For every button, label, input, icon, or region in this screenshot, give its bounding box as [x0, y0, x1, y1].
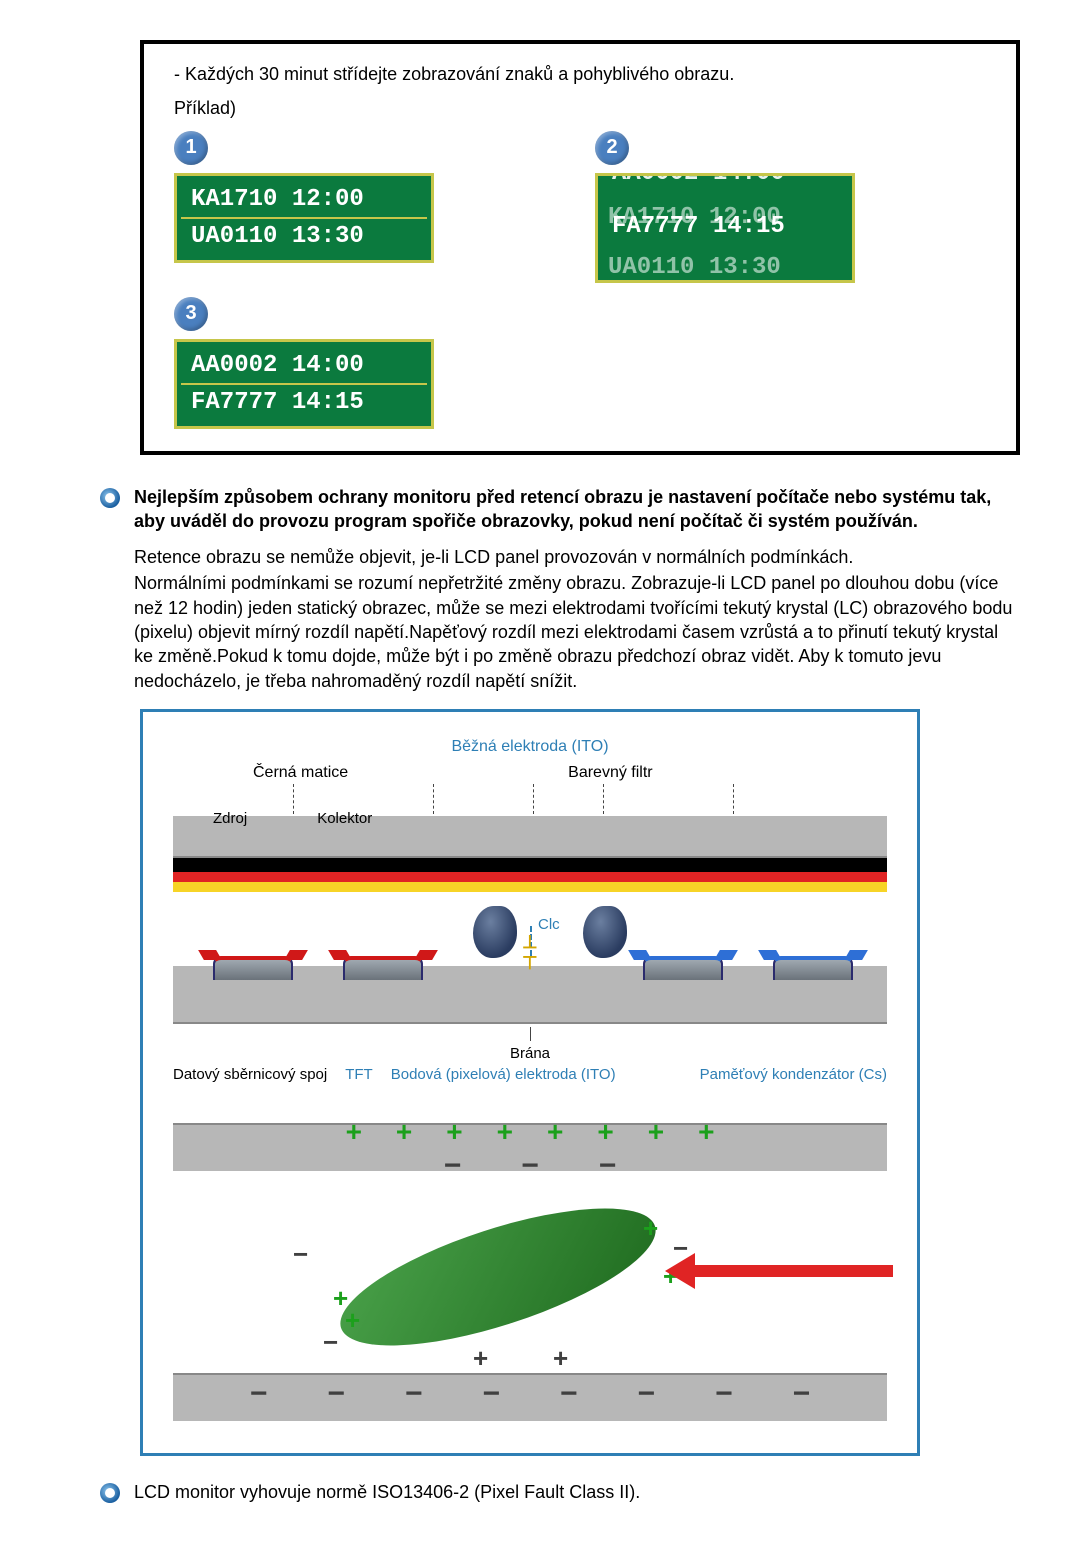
cross-section: Clc ⊥⊤ — [173, 814, 887, 1034]
panel-3: AA0002 14:00 FA7777 14:15 — [174, 339, 434, 429]
panel2-line1: AA0002 14:00 — [602, 173, 848, 189]
plus-icon: + — [345, 1305, 360, 1336]
layer-color-filter — [173, 872, 887, 882]
example-intro: - Každých 30 minut střídejte zobrazování… — [174, 62, 986, 86]
minus-icon: − — [293, 1239, 308, 1270]
plus-row-top: ++++++++ — [173, 1116, 887, 1148]
example-label: Příklad) — [174, 96, 986, 120]
panel2-ghost1: KA1710 12:00 — [608, 204, 781, 231]
storage-cap-icon — [773, 956, 853, 980]
label-pixel-electrode: Bodová (pixelová) elektroda (ITO) — [391, 1066, 616, 1083]
badge-1: 1 — [174, 131, 208, 165]
bullet2-text: LCD monitor vyhovuje normě ISO13406-2 (P… — [134, 1480, 640, 1504]
arrow-left-icon — [693, 1265, 893, 1277]
lc-ellipse-icon — [326, 1180, 670, 1373]
example-cell-3: 3 AA0002 14:00 FA7777 14:15 — [174, 297, 565, 429]
label-databus: Datový sběrnicový spoj — [173, 1066, 327, 1083]
bullet1-text: Nejlepším způsobem ochrany monitoru před… — [134, 485, 1020, 534]
badge-2: 2 — [595, 131, 629, 165]
panel1-line2: UA0110 13:30 — [181, 217, 427, 254]
layer-ito-top — [173, 882, 887, 892]
tft-drain-icon — [343, 956, 423, 980]
example-grid: 1 KA1710 12:00 UA0110 13:30 2 AA0002 14:… — [174, 131, 986, 429]
label-gate: Brána — [173, 1045, 887, 1062]
label-common-electrode: Běžná elektroda (ITO) — [173, 738, 887, 756]
example-cell-2: 2 AA0002 14:00 KA1710 12:00 FA7777 14:15… — [595, 131, 986, 283]
panel2-ghost2: UA0110 13:30 — [608, 254, 781, 281]
bottom-labels: Datový sběrnicový spoj TFT Bodová (pixel… — [173, 1066, 887, 1083]
label-storage-cap: Paměťový kondenzátor (Cs) — [700, 1066, 887, 1083]
tft-source-icon — [213, 956, 293, 980]
lcd-diagram: Běžná elektroda (ITO) Černá matice Barev… — [140, 709, 920, 1456]
label-black-matrix: Černá matice — [253, 764, 348, 782]
layer-black-matrix — [173, 858, 887, 872]
label-clc: Clc — [538, 916, 560, 933]
plus-bottom-icon: + — [553, 1343, 568, 1374]
panel1-line1: KA1710 12:00 — [181, 182, 427, 217]
panel3-line2: FA7777 14:15 — [181, 383, 427, 420]
panel-2: AA0002 14:00 KA1710 12:00 FA7777 14:15 U… — [595, 173, 855, 283]
label-drain: Kolektor — [317, 810, 372, 827]
example-box: - Každých 30 minut střídejte zobrazování… — [140, 40, 1020, 455]
electrode-bottom: −−−−−−−− — [173, 1373, 887, 1423]
retention-paragraphs: Retence obrazu se nemůže objevit, je-li … — [134, 545, 1020, 693]
bullet-iso: LCD monitor vyhovuje normě ISO13406-2 (P… — [100, 1480, 1020, 1506]
example-cell-1: 1 KA1710 12:00 UA0110 13:30 — [174, 131, 565, 283]
electrode-top: ++++++++ −−− — [173, 1123, 887, 1173]
panel3-line1: AA0002 14:00 — [181, 348, 427, 383]
panel-1: KA1710 12:00 UA0110 13:30 — [174, 173, 434, 263]
info-icon — [100, 1483, 120, 1503]
para-retention-2: Normálními podmínkami se rozumí nepřetrž… — [134, 571, 1020, 692]
tft-structures — [173, 948, 887, 980]
label-tft: TFT — [345, 1066, 373, 1083]
pixel-electrode-icon — [643, 956, 723, 980]
charge-diagram: ++++++++ −−− − + + − + − + + + −−−−−−−− — [173, 1123, 887, 1423]
mid-labels: Zdroj Kolektor — [173, 810, 887, 827]
plus-bottom-icon: + — [473, 1343, 488, 1374]
crystal-zone: − + + − + − + + + — [173, 1173, 887, 1373]
top-label-row: Černá matice Barevný filtr — [173, 764, 887, 782]
info-icon — [100, 488, 120, 508]
badge-3: 3 — [174, 297, 208, 331]
para-retention-1: Retence obrazu se nemůže objevit, je-li … — [134, 545, 1020, 569]
plus-icon: + — [643, 1213, 658, 1244]
label-source: Zdroj — [213, 810, 247, 827]
bullet-best-protection: Nejlepším způsobem ochrany monitoru před… — [100, 485, 1020, 534]
label-color-filter: Barevný filtr — [568, 764, 652, 782]
minus-icon: − — [323, 1327, 338, 1358]
minus-row-bottom: −−−−−−−− — [173, 1377, 887, 1411]
